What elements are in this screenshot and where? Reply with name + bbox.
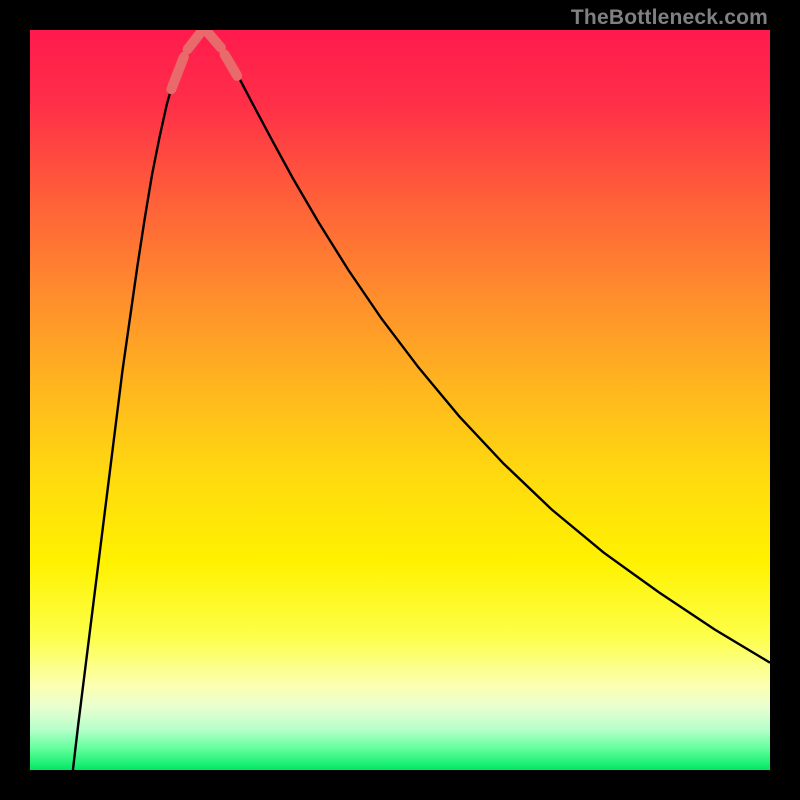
highlight-segment: [171, 57, 184, 90]
watermark-text: TheBottleneck.com: [571, 6, 768, 30]
left-branch-curve: [73, 30, 204, 770]
trough-highlight-marks: [171, 32, 237, 89]
chart-frame: TheBottleneck.com: [0, 0, 800, 800]
highlight-segment: [208, 32, 221, 48]
highlight-segment: [188, 32, 201, 49]
right-branch-curve: [204, 30, 770, 663]
curve-layer: [30, 30, 770, 770]
highlight-segment: [225, 54, 238, 75]
plot-area: [30, 30, 770, 770]
